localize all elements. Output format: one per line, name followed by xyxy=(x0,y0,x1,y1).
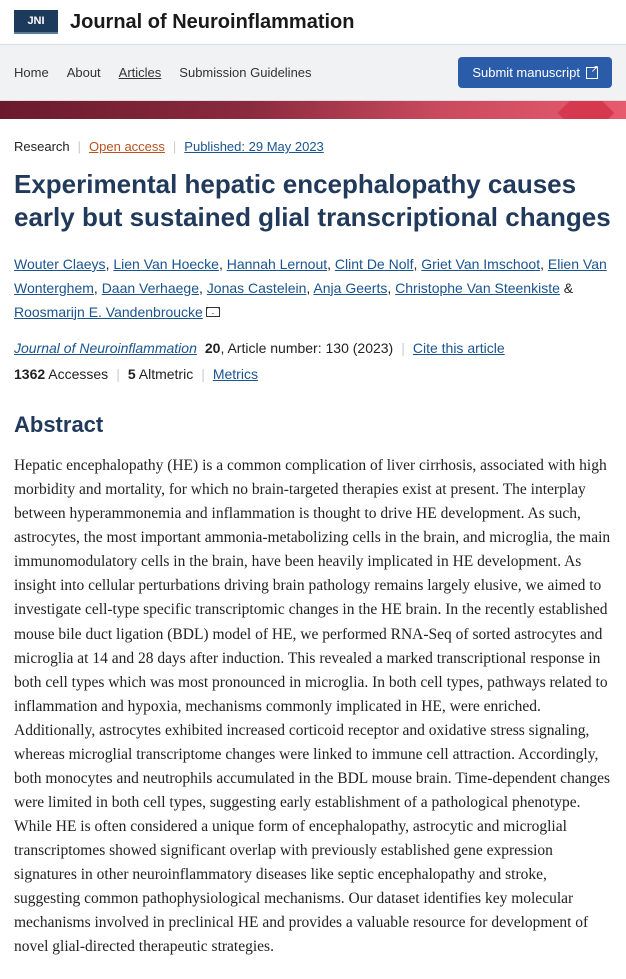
abstract-text: Hepatic encephalopathy (HE) is a common … xyxy=(14,454,612,958)
nav-home[interactable]: Home xyxy=(14,65,49,80)
article-meta: Research | Open access | Published: 29 M… xyxy=(14,139,612,154)
mail-icon[interactable] xyxy=(206,307,220,317)
journal-title[interactable]: Journal of Neuroinflammation xyxy=(70,11,354,34)
submit-manuscript-button[interactable]: Submit manuscript xyxy=(458,57,612,88)
article-title: Experimental hepatic encephalopathy caus… xyxy=(14,168,612,233)
stats-row: 1362 Accesses | 5 Altmetric | Metrics xyxy=(14,366,612,382)
accesses-count: 1362 xyxy=(14,366,45,382)
author-link[interactable]: Daan Verhaege xyxy=(102,280,199,296)
separator: | xyxy=(201,366,205,382)
altmetric-count: 5 xyxy=(128,366,136,382)
citation-row: Journal of Neuroinflammation 20, Article… xyxy=(14,340,612,356)
site-header: JNI Journal of Neuroinflammation xyxy=(0,0,626,44)
article-number: , Article number: 130 (2023) xyxy=(220,340,393,356)
separator: | xyxy=(116,366,120,382)
separator: | xyxy=(173,139,176,154)
metrics-link[interactable]: Metrics xyxy=(213,366,258,382)
author-link[interactable]: Christophe Van Steenkiste xyxy=(395,280,560,296)
open-access-link[interactable]: Open access xyxy=(89,139,165,154)
author-link[interactable]: Wouter Claeys xyxy=(14,256,106,272)
journal-link[interactable]: Journal of Neuroinflammation xyxy=(14,340,197,356)
cite-article-link[interactable]: Cite this article xyxy=(413,340,505,356)
external-link-icon xyxy=(586,67,598,79)
separator: | xyxy=(78,139,81,154)
nav-about[interactable]: About xyxy=(67,65,101,80)
separator: | xyxy=(401,340,405,356)
nav-articles[interactable]: Articles xyxy=(119,65,162,80)
author-link[interactable]: Roosmarijn E. Vandenbroucke xyxy=(14,304,203,320)
hero-banner xyxy=(0,101,626,119)
author-link[interactable]: Hannah Lernout xyxy=(227,256,327,272)
author-link[interactable]: Anja Geerts xyxy=(313,280,387,296)
author-link[interactable]: Lien Van Hoecke xyxy=(113,256,219,272)
accesses-label: Accesses xyxy=(45,366,108,382)
altmetric-label: Altmetric xyxy=(136,366,194,382)
volume: 20 xyxy=(205,340,221,356)
author-link[interactable]: Jonas Castelein xyxy=(207,280,307,296)
published-date-link[interactable]: Published: 29 May 2023 xyxy=(184,139,323,154)
author-link[interactable]: Clint De Nolf xyxy=(335,256,414,272)
abstract-heading: Abstract xyxy=(14,412,612,438)
author-link[interactable]: Griet Van Imschoot xyxy=(421,256,540,272)
journal-logo[interactable]: JNI xyxy=(14,10,58,34)
submit-label: Submit manuscript xyxy=(472,65,580,80)
article-type: Research xyxy=(14,139,70,154)
author-list: Wouter Claeys, Lien Van Hoecke, Hannah L… xyxy=(14,253,612,324)
article-content: Research | Open access | Published: 29 M… xyxy=(0,119,626,979)
nav-submission[interactable]: Submission Guidelines xyxy=(179,65,311,80)
main-nav: Home About Articles Submission Guideline… xyxy=(0,44,626,101)
